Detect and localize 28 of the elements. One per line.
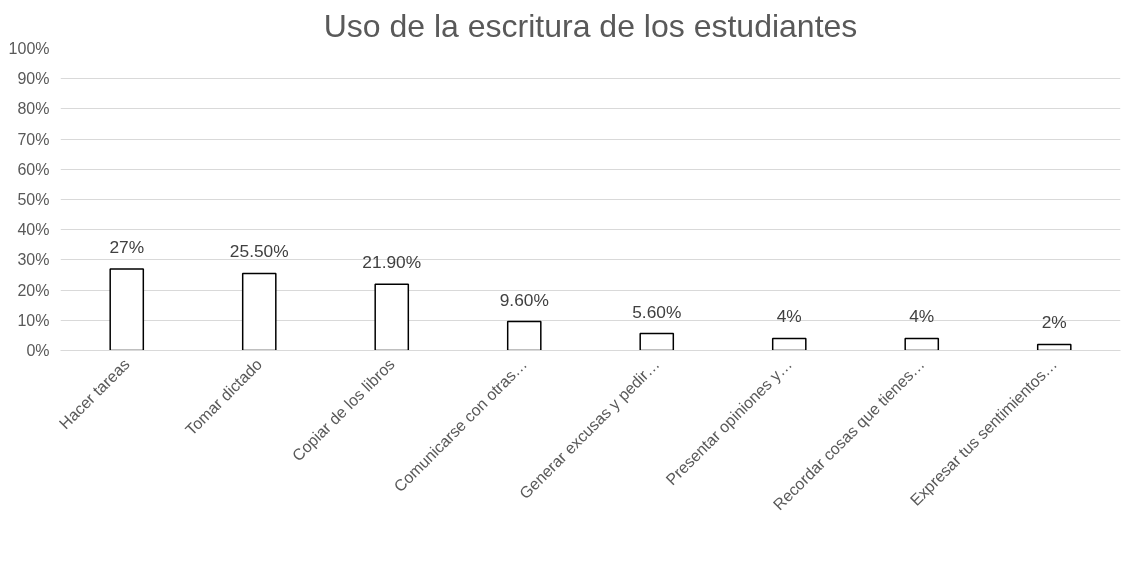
y-tick-label: 0% xyxy=(26,342,50,359)
bar xyxy=(904,337,940,351)
bar xyxy=(374,283,410,351)
data-label: 5.60% xyxy=(632,301,682,322)
data-label: 25.50% xyxy=(229,241,289,262)
data-label: 4% xyxy=(909,306,935,327)
y-tick-label: 50% xyxy=(17,191,50,208)
y-tick-label: 30% xyxy=(17,251,50,269)
bar xyxy=(771,337,807,351)
bar xyxy=(506,320,542,351)
data-label: 2% xyxy=(1041,312,1067,333)
y-tick-label: 80% xyxy=(17,100,50,118)
y-tick-label: 20% xyxy=(17,281,50,299)
bar xyxy=(109,268,145,351)
y-tick-label: 10% xyxy=(17,311,50,329)
y-tick-label: 70% xyxy=(17,130,50,148)
y-tick-label: 60% xyxy=(17,160,50,178)
y-tick-label: 90% xyxy=(17,70,50,88)
data-label: 21.90% xyxy=(362,252,422,273)
y-tick-label: 40% xyxy=(17,221,50,239)
bar xyxy=(1036,343,1072,351)
data-label: 27% xyxy=(109,236,145,257)
chart-title: Uso de la escritura de los estudiantes xyxy=(323,7,858,44)
data-label: 9.60% xyxy=(499,289,549,310)
bar xyxy=(241,272,277,351)
y-tick-label: 100% xyxy=(8,40,50,57)
bar xyxy=(639,332,675,351)
data-label: 4% xyxy=(776,306,802,327)
